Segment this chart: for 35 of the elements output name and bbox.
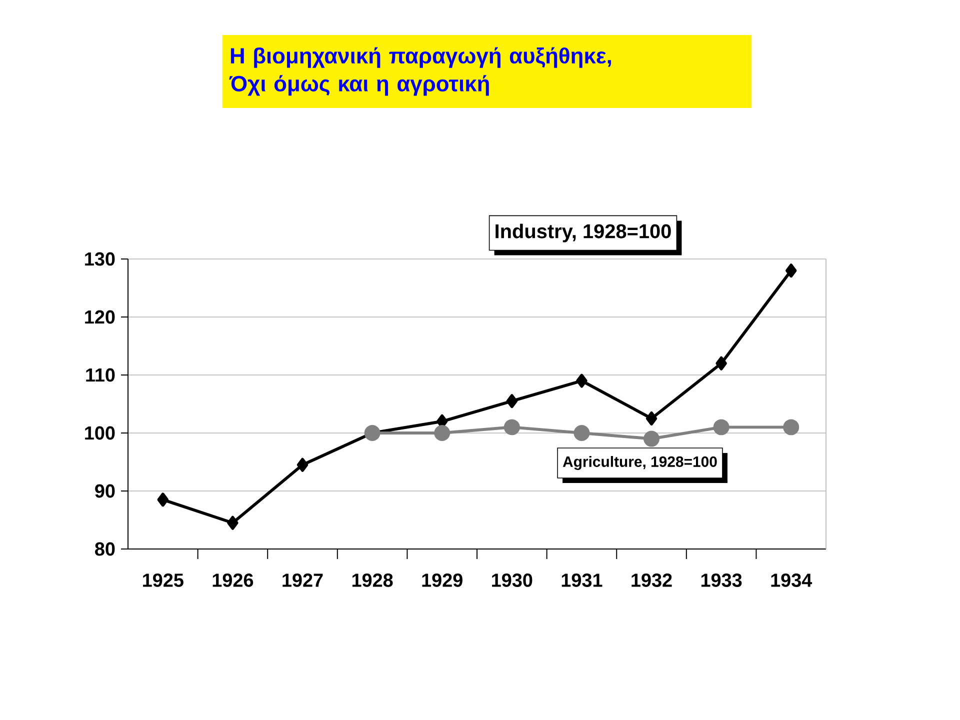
- series-label: Agriculture, 1928=100: [562, 456, 717, 470]
- point: [576, 374, 588, 388]
- point: [574, 424, 590, 441]
- x-tick-label: 1931: [562, 574, 602, 587]
- point: [434, 424, 450, 441]
- point: [646, 411, 658, 426]
- x-tick-label: 1925: [143, 574, 184, 587]
- point: [644, 430, 660, 447]
- point: [713, 419, 730, 436]
- y-tick-label: 120: [85, 310, 115, 324]
- x-tick-label: 1934: [771, 574, 812, 587]
- y-tick-label: 130: [85, 252, 115, 266]
- y-tick-label: 80: [95, 542, 115, 556]
- y-tick-label: 110: [86, 368, 115, 382]
- point: [157, 492, 169, 507]
- chart-title: Η βιομηχανική παραγωγή αυξήθηκε,: [230, 47, 611, 68]
- x-tick-label: 1928: [352, 574, 393, 587]
- point: [504, 419, 520, 436]
- y-tick-label: 100: [85, 426, 115, 440]
- x-tick-label: 1926: [212, 574, 254, 587]
- point: [785, 264, 797, 278]
- point: [364, 424, 380, 441]
- point: [716, 356, 727, 370]
- point: [506, 394, 518, 408]
- x-tick-label: 1930: [492, 574, 532, 587]
- x-tick-label: 1932: [632, 574, 672, 587]
- chart-subtitle: Όχι όμως και η αγροτική: [229, 75, 489, 96]
- x-tick-label: 1929: [422, 574, 462, 587]
- text: Industry, 1928=100: [496, 224, 671, 242]
- point: [296, 458, 308, 472]
- y-tick-label: 90: [95, 484, 115, 498]
- x-tick-label: 1927: [282, 574, 323, 587]
- x-tick-label: 1933: [701, 574, 742, 587]
- point: [227, 516, 238, 530]
- point: [783, 419, 800, 436]
